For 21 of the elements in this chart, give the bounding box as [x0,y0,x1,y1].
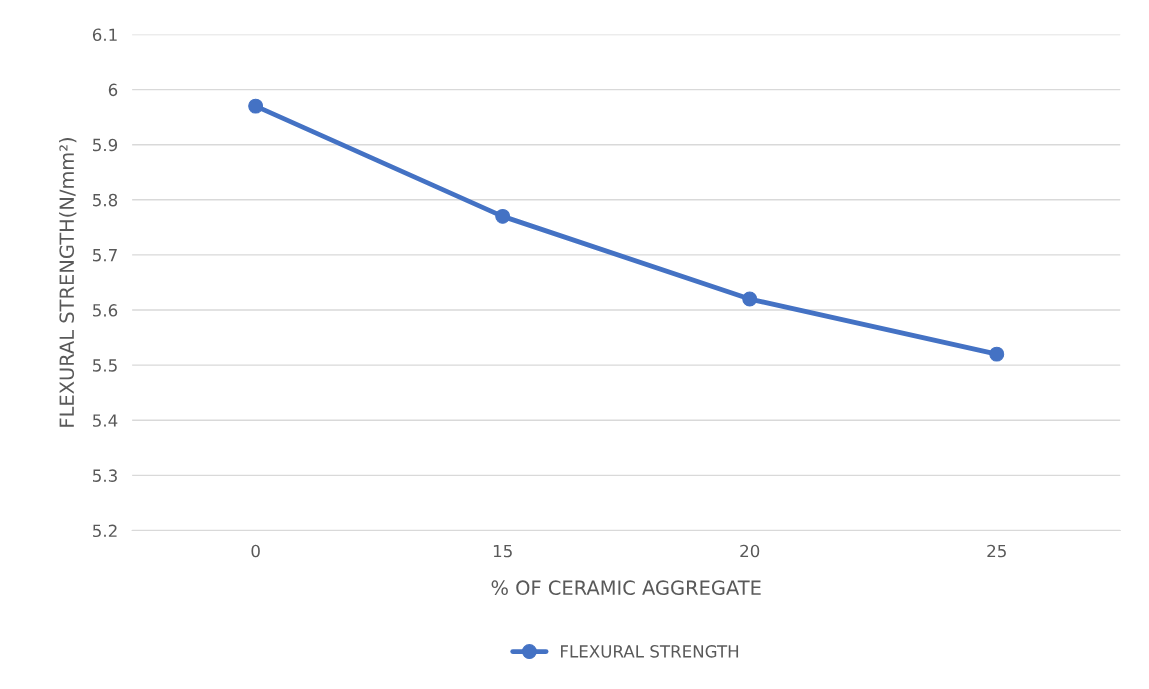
x-tick-label: 0 [251,544,260,558]
point [248,98,264,114]
x-tick-label: 25 [987,544,1006,558]
y-tick-label: 5.5 [93,359,117,372]
y-tick-label: 5.3 [93,469,117,482]
x-axis-title: % OF CERAMIC AGGREGATE [491,580,761,596]
y-tick-label: 5.6 [93,304,118,317]
y-axis-title: FLEXURAL STRENGTH(N/mm²) [59,138,77,427]
y-tick-label: 5.9 [93,138,118,152]
point [989,346,1005,362]
point [742,291,758,307]
y-tick-label: 6.1 [92,28,117,42]
y-tick-label: 5.2 [93,524,117,538]
y-tick-label: 5.4 [93,414,118,427]
y-tick-label: 6 [108,83,118,97]
legend-label: FLEXURAL STRENGTH [561,645,739,658]
x-tick-label: 20 [740,544,760,558]
point [495,208,511,224]
y-tick-label: 5.8 [93,193,118,207]
x-tick-label: 15 [493,544,512,558]
y-tick-label: 5.7 [93,249,117,262]
